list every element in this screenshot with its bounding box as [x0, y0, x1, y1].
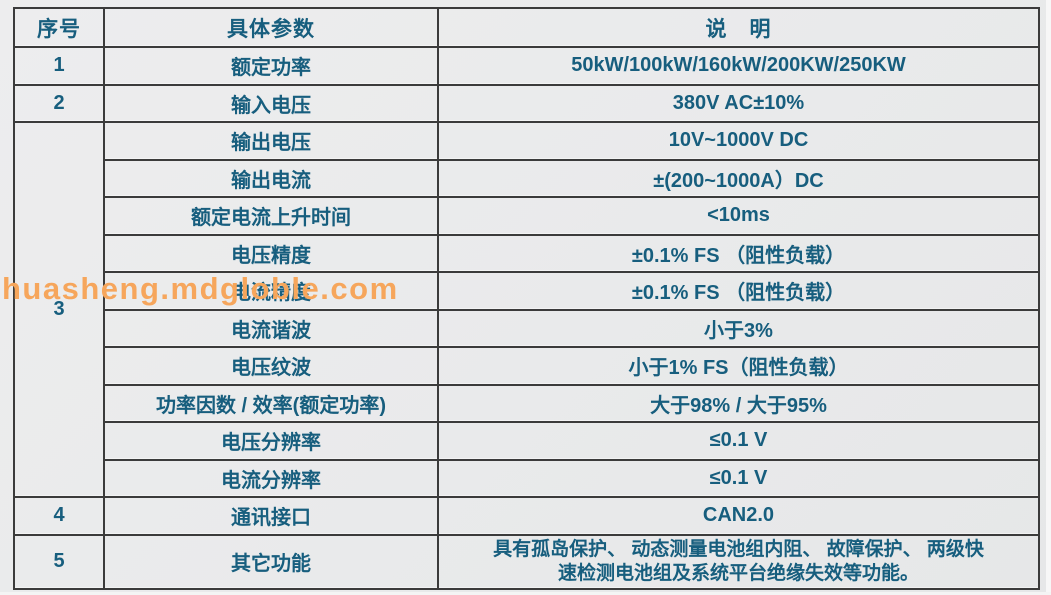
desc-cell: <10ms — [437, 196, 1040, 236]
desc-cell: 小于1% FS（阻性负载） — [437, 346, 1040, 386]
desc-cell: 小于3% — [437, 308, 1040, 348]
table-row: 5 其它功能 具有孤岛保护、 动态测量电池组内阻、 故障保护、 两级快 速检测电… — [13, 533, 1040, 590]
table-row: 电流谐波 小于3% — [14, 308, 1040, 348]
header-seq: 序号 — [13, 7, 105, 48]
page-edge-right — [1046, 0, 1051, 595]
table-row: 2 输入电压 380V AC±10% — [13, 83, 1040, 123]
seq-cell: 2 — [13, 83, 105, 123]
seq-cell: 5 — [13, 533, 105, 590]
param-cell: 额定功率 — [103, 46, 439, 86]
param-cell: 其它功能 — [103, 533, 439, 590]
page-edge-bottom — [0, 592, 1051, 595]
desc-cell: 50kW/100kW/160kW/200KW/250KW — [437, 46, 1040, 86]
param-cell: 输出电压 — [103, 121, 439, 161]
desc-cell: 大于98% / 大于95% — [437, 383, 1040, 423]
param-cell: 通讯接口 — [103, 496, 439, 536]
param-cell: 电压精度 — [103, 233, 439, 273]
desc-cell: CAN2.0 — [437, 496, 1040, 536]
desc-cell: 380V AC±10% — [437, 83, 1040, 123]
seq-cell: 4 — [13, 496, 105, 536]
desc-cell: ±0.1% FS （阻性负载） — [437, 233, 1040, 273]
table-row: 3 输出电压 10V~1000V DC — [13, 121, 1040, 498]
table-row: 4 通讯接口 CAN2.0 — [13, 496, 1040, 536]
spec-table-container: 序号 具体参数 说 明 1 额定功率 50kW/100kW/160kW/200K… — [13, 7, 1040, 590]
table-header-row: 序号 具体参数 说 明 — [13, 7, 1040, 48]
table-row: 电流精度 ±0.1% FS （阻性负载） — [14, 271, 1040, 311]
spec-table: 序号 具体参数 说 明 1 额定功率 50kW/100kW/160kW/200K… — [13, 7, 1040, 590]
param-cell: 电流分辨率 — [103, 458, 439, 498]
param-cell: 电压纹波 — [103, 346, 439, 386]
param-cell: 功率因数 / 效率(额定功率) — [103, 383, 439, 423]
param-cell: 电压分辨率 — [103, 421, 439, 461]
desc-cell: ≤0.1 V — [437, 421, 1040, 461]
param-cell: 输入电压 — [103, 83, 439, 123]
desc-cell: ±(200~1000A）DC — [437, 158, 1040, 198]
param-cell: 电流谐波 — [103, 308, 439, 348]
param-cell: 输出电流 — [103, 158, 439, 198]
table-row: 电流分辨率 ≤0.1 V — [14, 458, 1040, 498]
seq-cell: 1 — [13, 46, 105, 86]
param-cell: 电流精度 — [103, 271, 439, 311]
table-row: 功率因数 / 效率(额定功率) 大于98% / 大于95% — [14, 383, 1040, 423]
table-row: 电压精度 ±0.1% FS （阻性负载） — [14, 233, 1040, 273]
table-row: 电压分辨率 ≤0.1 V — [14, 421, 1040, 461]
table-row: 输出电流 ±(200~1000A）DC — [14, 158, 1040, 198]
desc-cell: 具有孤岛保护、 动态测量电池组内阻、 故障保护、 两级快 速检测电池组及系统平台… — [437, 533, 1040, 590]
seq-cell-merged: 3 — [13, 121, 105, 498]
header-param: 具体参数 — [103, 7, 439, 48]
desc-cell: ±0.1% FS （阻性负载） — [437, 271, 1040, 311]
table-row: 1 额定功率 50kW/100kW/160kW/200KW/250KW — [13, 46, 1040, 86]
desc-cell: 10V~1000V DC — [437, 121, 1040, 161]
param-cell: 额定电流上升时间 — [103, 196, 439, 236]
desc-cell: ≤0.1 V — [437, 458, 1040, 498]
header-desc: 说 明 — [437, 7, 1040, 48]
table-row: 额定电流上升时间 <10ms — [14, 196, 1040, 236]
table-row: 电压纹波 小于1% FS（阻性负载） — [14, 346, 1040, 386]
